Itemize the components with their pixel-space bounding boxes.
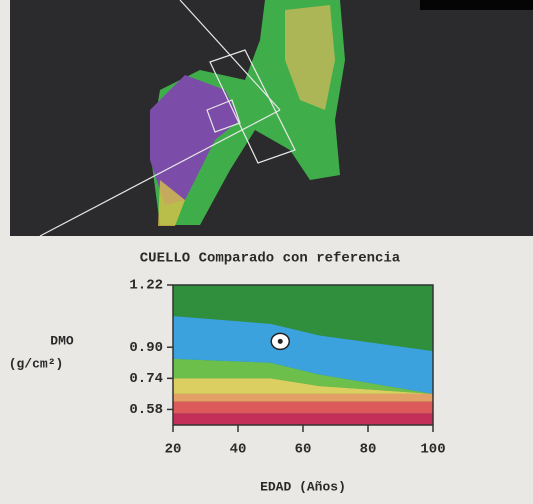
page: {"chart_data": {"type": "reference-bands… <box>0 0 533 499</box>
y-axis-label: DMO <box>50 333 74 348</box>
x-tick-label: 60 <box>295 442 312 458</box>
reference-band <box>173 402 433 414</box>
reference-band <box>173 394 433 402</box>
x-tick-label: 20 <box>165 442 182 458</box>
y-tick-label: 1.22 <box>129 278 163 294</box>
report: CUELLO Comparado con referencia DMO (g/c… <box>0 0 533 499</box>
y-tick-label: 0.74 <box>129 371 163 387</box>
chart-title: CUELLO Comparado con referencia <box>140 251 401 267</box>
reference-band <box>173 413 433 425</box>
y-tick-label: 0.90 <box>129 340 163 356</box>
x-tick-label: 40 <box>230 442 247 458</box>
x-tick-label: 100 <box>420 442 445 458</box>
x-axis-label: EDAD (Años) <box>260 479 346 494</box>
y-tick-label: 0.58 <box>129 402 163 418</box>
x-tick-label: 80 <box>360 442 377 458</box>
scan-image <box>10 0 533 236</box>
patient-point-center <box>278 339 283 344</box>
y-axis-label: (g/cm²) <box>9 356 64 371</box>
